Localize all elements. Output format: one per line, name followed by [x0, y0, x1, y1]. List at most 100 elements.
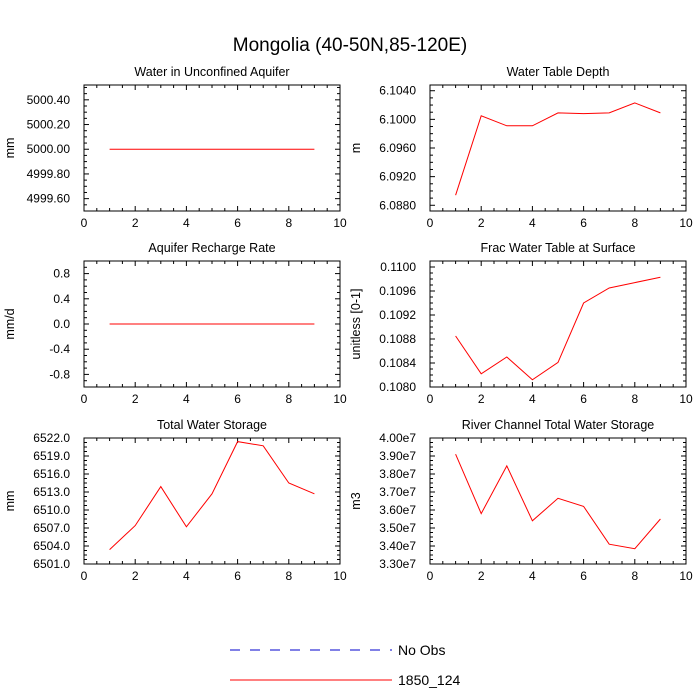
x-tick-label: 4 [183, 569, 190, 583]
x-tick-label: 2 [478, 392, 485, 406]
series-line-1850-124 [109, 441, 315, 550]
panel-2: Water Table Depth m 0 2 4 6 8 10 6.0880 6.0920 6.0… [349, 65, 693, 230]
x-tick-label: 0 [81, 216, 88, 230]
x-tick-label: 6 [580, 392, 587, 406]
y-tick-label: 5000.00 [27, 142, 71, 156]
x-tick-label: 2 [478, 569, 485, 583]
x-tick-label: 2 [132, 569, 139, 583]
x-tick-label: 6 [234, 392, 241, 406]
y-tick-label: 3.90e7 [379, 449, 416, 463]
y-axis-label: mm [3, 138, 17, 159]
x-tick-label: 2 [132, 392, 139, 406]
x-tick-label: 0 [427, 569, 434, 583]
plot-frame [429, 437, 687, 565]
x-tick-label: 8 [631, 569, 638, 583]
plot-frame [429, 84, 687, 212]
plot-frame [83, 437, 341, 565]
panel-title: Frac Water Table at Surface [481, 241, 636, 255]
x-tick-label: 0 [81, 392, 88, 406]
y-tick-label: -0.4 [49, 342, 70, 356]
y-tick-label: 3.40e7 [379, 539, 416, 553]
x-tick-label: 10 [679, 392, 693, 406]
x-tick-label: 10 [333, 392, 347, 406]
legend-no-obs-label: No Obs [398, 642, 445, 658]
panel-title: Water Table Depth [507, 65, 610, 79]
legend-1850-124-label: 1850_124 [398, 672, 461, 688]
x-tick-label: 8 [285, 216, 292, 230]
figure-title: Mongolia (40-50N,85-120E) [233, 35, 467, 56]
y-tick-label: 4999.60 [27, 192, 71, 206]
panel-6: River Channel Total Water Storage m3 0 2 4 6 8… [349, 418, 693, 583]
plot-frame [83, 84, 341, 212]
x-tick-label: 4 [183, 216, 190, 230]
y-tick-label: 6.0880 [379, 198, 416, 212]
y-axis-label: mm [3, 491, 17, 512]
series-line-1850-124 [455, 454, 661, 550]
panel-4: Frac Water Table at Surface unitless [0-1… [349, 241, 693, 406]
y-tick-label: 6.1040 [379, 84, 416, 98]
y-tick-label: 0.1092 [379, 308, 416, 322]
y-tick-label: -0.8 [49, 367, 70, 381]
x-tick-label: 6 [234, 216, 241, 230]
plot-grid: Water in Unconfined Aquifer mm 0 2 4 6 8 10 4999… [3, 65, 693, 583]
y-axis-label: m3 [349, 492, 363, 509]
x-tick-label: 4 [529, 216, 536, 230]
x-tick-label: 2 [132, 216, 139, 230]
y-tick-label: 0.0 [53, 317, 70, 331]
y-tick-label: 6522.0 [33, 431, 70, 445]
x-tick-label: 4 [183, 392, 190, 406]
y-tick-label: 0.1100 [380, 260, 416, 274]
y-tick-label: 6519.0 [33, 449, 70, 463]
y-tick-label: 5000.40 [27, 93, 71, 107]
panel-5: Total Water Storage mm 0 2 4 6 8 10 6501.0 6504.0… [3, 418, 347, 583]
x-tick-label: 4 [529, 392, 536, 406]
y-tick-label: 0.1096 [379, 284, 416, 298]
x-tick-label: 4 [529, 569, 536, 583]
x-tick-label: 0 [81, 569, 88, 583]
y-axis-label: mm/d [3, 308, 17, 339]
panel-3: Aquifer Recharge Rate mm/d 0 2 4 6 8 10 -0.8 -0.4… [3, 241, 347, 406]
panel-title: Water in Unconfined Aquifer [134, 65, 289, 79]
y-tick-label: 3.80e7 [379, 467, 416, 481]
y-tick-label: 6516.0 [33, 467, 70, 481]
x-tick-label: 6 [580, 569, 587, 583]
y-tick-label: 0.1088 [379, 332, 416, 346]
y-tick-label: 3.50e7 [379, 521, 416, 535]
x-tick-label: 6 [234, 569, 241, 583]
y-tick-label: 0.1080 [379, 380, 416, 394]
x-tick-label: 8 [285, 569, 292, 583]
y-tick-label: 5000.20 [27, 118, 71, 132]
y-tick-label: 6513.0 [33, 485, 70, 499]
x-tick-label: 8 [631, 216, 638, 230]
y-tick-label: 6501.0 [33, 557, 70, 571]
x-tick-label: 0 [427, 216, 434, 230]
y-axis-label: m [349, 143, 363, 153]
panel-title: River Channel Total Water Storage [462, 418, 655, 432]
panel-title: Aquifer Recharge Rate [148, 241, 275, 255]
x-tick-label: 8 [285, 392, 292, 406]
y-tick-label: 3.70e7 [379, 485, 416, 499]
x-tick-label: 2 [478, 216, 485, 230]
y-tick-label: 3.60e7 [379, 503, 416, 517]
x-tick-label: 8 [631, 392, 638, 406]
y-tick-label: 6507.0 [33, 521, 70, 535]
panel-title: Total Water Storage [157, 418, 267, 432]
x-tick-label: 10 [679, 216, 693, 230]
y-tick-label: 0.8 [53, 267, 70, 281]
y-tick-label: 6.0920 [379, 170, 416, 184]
x-tick-label: 6 [580, 216, 587, 230]
x-tick-label: 10 [333, 216, 347, 230]
y-axis-label: unitless [0-1] [349, 289, 363, 360]
x-tick-label: 10 [333, 569, 347, 583]
y-tick-label: 0.4 [53, 292, 70, 306]
y-tick-label: 4999.80 [27, 167, 71, 181]
y-tick-label: 4.00e7 [379, 431, 416, 445]
panel-1: Water in Unconfined Aquifer mm 0 2 4 6 8 10 4999… [3, 65, 347, 230]
series-line-1850-124 [455, 102, 661, 196]
y-tick-label: 6.1000 [379, 112, 416, 126]
x-tick-label: 10 [679, 569, 693, 583]
y-tick-label: 6510.0 [33, 503, 70, 517]
x-tick-label: 0 [427, 392, 434, 406]
y-tick-label: 0.1084 [379, 356, 416, 370]
